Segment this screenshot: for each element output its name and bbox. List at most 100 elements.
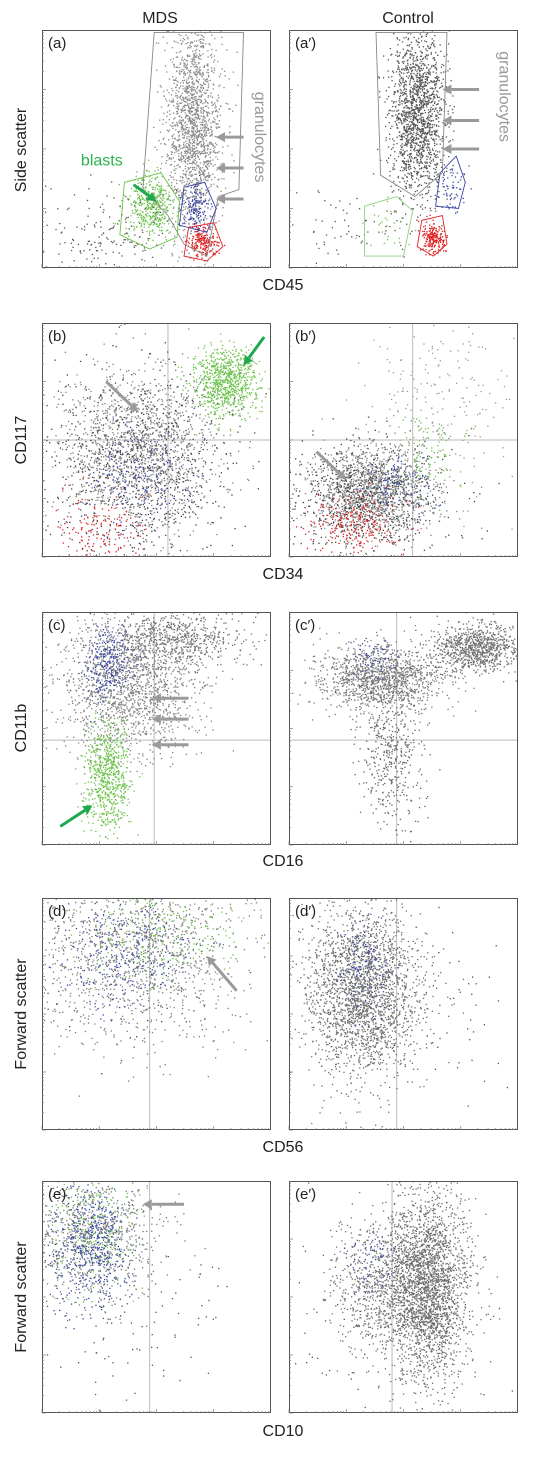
panel-a-panel-label: (a) (48, 35, 66, 52)
panel-a-prime-event-point (413, 55, 415, 57)
panel-a-prime-event-point (417, 150, 419, 152)
panel-a-event-point (88, 207, 90, 210)
panel-a-prime-event-point (432, 234, 434, 236)
panel-a-prime-event-point (373, 214, 376, 216)
panel-a-event-point (175, 66, 177, 68)
panel-a-prime-event-point (351, 236, 353, 238)
panel-b-event-point (139, 447, 141, 449)
panel-a-prime-event-point (429, 186, 431, 188)
panel-a-prime-event-point (434, 250, 437, 252)
panel-a-event-point (202, 141, 205, 143)
panel-a-event-point (164, 236, 167, 238)
panel-a-prime-event-point (437, 117, 440, 119)
panel-a-event-point (183, 137, 185, 139)
panel-b-event-point (112, 470, 114, 472)
panel-a-event-point (199, 176, 202, 178)
panel-a-prime-event-point (334, 220, 336, 223)
panel-a-prime-event-point (426, 140, 428, 142)
panel-a-event-point (86, 243, 89, 245)
panel-a-event-point (141, 217, 143, 219)
panel-a-prime-event-point (431, 127, 433, 129)
panel-a-prime-event-point (387, 196, 389, 198)
panel-a-event-point (204, 237, 207, 239)
panel-a-prime-event-point (448, 208, 450, 210)
panel-a-event-point (183, 157, 185, 160)
panel-a-prime-event-point (419, 146, 421, 148)
panel-a-prime-event-point (414, 150, 416, 152)
panel-a-prime-event-point (421, 100, 423, 102)
panel-a-event-point (197, 239, 199, 241)
panel-a-prime-event-point (417, 65, 419, 68)
panel-a-event-point (148, 190, 150, 193)
panel-a-prime-event-point (407, 32, 409, 35)
panel-a-prime-event-point (418, 183, 421, 186)
panel-a-prime-event-point (452, 206, 454, 208)
panel-a-event-point (170, 164, 173, 166)
panel-a-event-point (137, 198, 139, 200)
panel-a-prime-event-point (433, 44, 435, 47)
panel-a-event-point (201, 254, 203, 256)
panel-a-prime-event-point (421, 106, 423, 108)
panel-a-event-point (196, 113, 198, 115)
panel-a-event-point (193, 169, 195, 171)
panel-a-event-point (185, 82, 188, 84)
panel-b-event-point (175, 463, 177, 465)
panel-a-event-point (183, 156, 185, 158)
panel-a-prime-event-point (425, 245, 427, 247)
panel-a-event-point (152, 188, 154, 190)
panel-a-event-point (191, 107, 194, 109)
panel-a-prime-event-point (417, 85, 419, 87)
panel-a-event-point (207, 120, 210, 122)
panel-a-prime-event-point (414, 93, 417, 95)
panel-b-event-point (96, 496, 98, 499)
panel-a-event-point (201, 111, 203, 113)
panel-a-event-point (184, 63, 187, 65)
panel-a-prime-event-point (426, 50, 428, 52)
panel-a-event-point (182, 236, 185, 239)
panel-a-prime-event-point (437, 151, 439, 153)
panel-a-event-point (205, 92, 207, 94)
panel-a-event-point (133, 200, 135, 202)
panel-a-prime-event-point (394, 83, 397, 85)
panel-a-event-point (166, 30, 168, 33)
panel-b-event-point (184, 452, 186, 454)
panel-a-prime-event-point (413, 36, 415, 39)
panel-a-prime-event-point (404, 116, 406, 118)
panel-a-prime-event-point (423, 118, 425, 120)
panel-a-prime-event-point (431, 248, 433, 250)
panel-a-prime-event-point (398, 73, 401, 75)
panel-a-event-point (198, 239, 200, 241)
panel-a-prime-event-point (422, 230, 424, 233)
panel-a-event-point (191, 241, 194, 243)
panel-a-event-point (173, 179, 175, 181)
panel-a-event-point (198, 98, 200, 100)
panel-a-event-point (213, 240, 216, 243)
panel-a-event-point (195, 97, 197, 100)
panel-a-prime-event-point (443, 154, 445, 157)
panel-a-event-point (204, 215, 207, 217)
panel-a-prime-event-point (413, 86, 415, 88)
panel-a-event-point (77, 243, 80, 246)
panel-a-prime-event-point (429, 149, 431, 152)
panel-a-event-point (141, 229, 143, 231)
panel-a-event-point (211, 216, 213, 218)
panel-a-event-point (167, 198, 169, 200)
panel-a-event-point (184, 162, 187, 164)
panel-a-event-point (202, 244, 204, 246)
panel-a-event-point (173, 165, 176, 168)
panel-a-prime-event-point (403, 136, 406, 138)
panel-a-event-point (196, 137, 199, 139)
panel-a-prime-event-point (424, 72, 426, 74)
panel-a-prime-event-point (407, 172, 409, 174)
panel-a-event-point (201, 234, 203, 236)
panel-a-event-point (142, 163, 145, 165)
panel-a-event-point (194, 231, 196, 233)
panel-b-event-point (114, 411, 116, 413)
panel-a-prime-event-point (416, 142, 418, 144)
panel-a-event-point (155, 201, 157, 203)
panel-a-event-point (199, 238, 201, 240)
panel-a-prime-event-point (411, 98, 413, 101)
panel-a-event-point (109, 228, 112, 230)
panel-a-event-point (210, 226, 212, 228)
panel-a-prime-event-point (421, 123, 423, 125)
